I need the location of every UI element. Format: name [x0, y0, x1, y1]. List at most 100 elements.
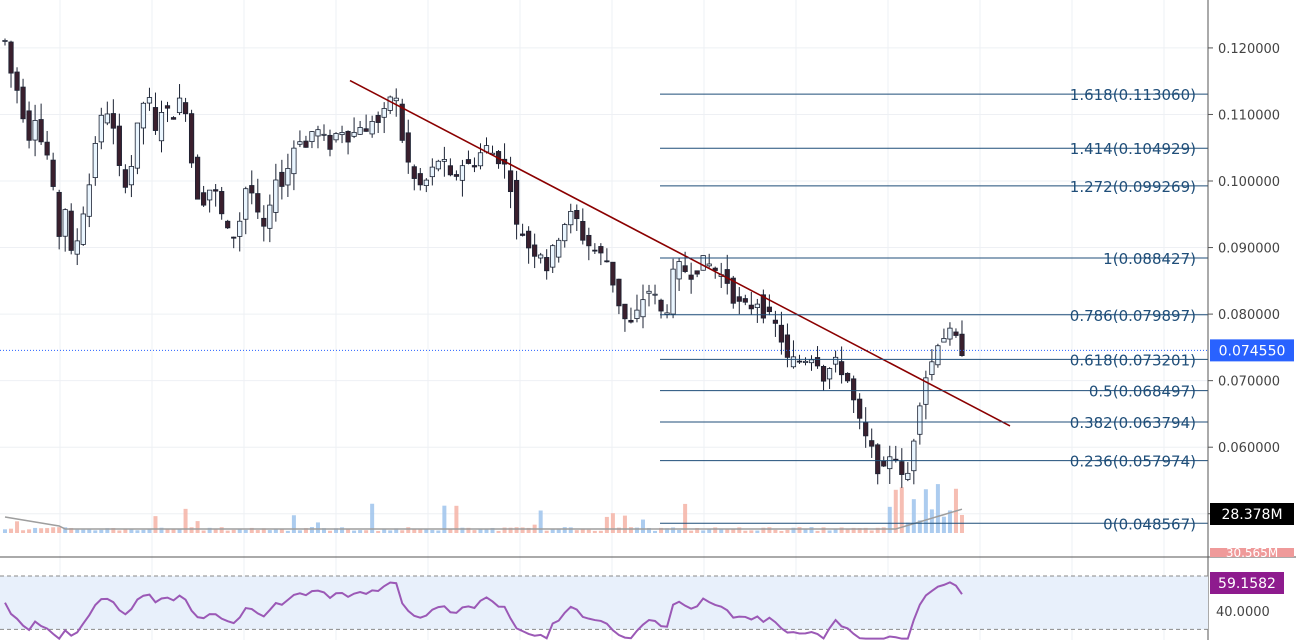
- volume-bar: [881, 527, 886, 533]
- candle-body: [453, 174, 460, 177]
- fib-label: 0(0.048567): [1103, 515, 1196, 533]
- volume-bar: [159, 527, 164, 533]
- candle-body: [447, 165, 453, 176]
- candle-body: [538, 254, 544, 259]
- volume-bar: [315, 522, 320, 533]
- volume-bar: [382, 528, 387, 533]
- candle-body: [839, 361, 845, 376]
- volume-bar: [797, 527, 802, 533]
- volume-bar: [33, 527, 38, 533]
- candle-body: [875, 444, 881, 475]
- candle-body: [423, 179, 429, 186]
- volume-bar: [647, 527, 652, 533]
- volume-bar: [959, 514, 964, 533]
- volume-bar: [863, 527, 868, 533]
- candle-body: [580, 221, 586, 241]
- volume-bar: [87, 528, 92, 533]
- volume-bar: [21, 530, 26, 533]
- candle-body: [321, 133, 327, 136]
- volume-bar: [935, 484, 940, 533]
- candle-body: [429, 166, 435, 178]
- volume-bar: [105, 528, 110, 533]
- candle-body: [459, 165, 466, 181]
- candle-body: [411, 166, 417, 179]
- candle-body: [507, 170, 514, 193]
- candle-body: [947, 327, 953, 340]
- volume-bar: [321, 528, 326, 533]
- candle-body: [664, 312, 670, 315]
- candle-body: [2, 40, 8, 42]
- candle-body: [778, 324, 785, 343]
- candle-body: [32, 120, 38, 141]
- candlesticks: [0, 38, 1208, 488]
- volume-bar: [406, 527, 411, 533]
- candle-body: [74, 240, 80, 255]
- volume-bar: [255, 530, 260, 533]
- candle-body: [381, 108, 387, 118]
- candle-body: [694, 270, 700, 275]
- volume-bar: [165, 528, 170, 533]
- candle-body: [285, 168, 291, 186]
- candle-body: [953, 331, 959, 336]
- candle-body: [68, 210, 74, 251]
- volume-bar: [123, 528, 128, 533]
- candle-body: [62, 209, 68, 237]
- volume-bar: [436, 530, 441, 533]
- axis-tick-label: 0.090000: [1218, 242, 1280, 257]
- fib-label: 0.5(0.068497): [1089, 383, 1196, 401]
- volume-bar: [550, 528, 555, 533]
- candle-body: [357, 127, 363, 135]
- volume-bar: [27, 529, 32, 533]
- fib-label: 1.272(0.099269): [1070, 178, 1196, 196]
- volume-bar: [147, 528, 152, 533]
- volume-badge: [1210, 503, 1294, 525]
- volume-bar: [875, 527, 880, 533]
- candle-body: [201, 192, 207, 206]
- candle-body: [399, 103, 405, 141]
- rsi-badge: [1210, 572, 1284, 594]
- volume-bar: [328, 530, 333, 533]
- volume-bar: [93, 530, 98, 533]
- candle-body: [646, 290, 652, 294]
- volume-bar: [478, 529, 483, 533]
- candle-body: [628, 319, 634, 323]
- candle-body: [315, 129, 321, 137]
- candle-body: [273, 179, 279, 213]
- candle-body: [279, 171, 285, 187]
- volume-bar: [767, 527, 772, 533]
- volume-bar: [665, 528, 670, 533]
- candle-body: [435, 160, 441, 170]
- volume-bar: [640, 519, 645, 533]
- candle-body: [652, 293, 658, 296]
- candle-body: [574, 210, 580, 220]
- volume-bar: [219, 527, 224, 533]
- candle-body: [634, 309, 640, 319]
- candle-body: [863, 421, 869, 437]
- volume-bar: [737, 527, 742, 533]
- volume-bar: [592, 530, 597, 533]
- candle-body: [465, 159, 472, 164]
- volume-bar: [69, 527, 74, 533]
- fib-levels: 1.618(0.113060) 1.414(0.104929) 1.272(0.09…: [660, 86, 1208, 533]
- volume-bar: [508, 527, 513, 533]
- candle-body: [80, 213, 86, 245]
- candle-body: [176, 97, 183, 114]
- volume-bar: [267, 530, 272, 533]
- volume-bar: [833, 528, 838, 533]
- volume-bar: [135, 530, 140, 533]
- volume-bar: [887, 506, 892, 533]
- volume-bar: [893, 489, 898, 533]
- volume-bar: [857, 528, 862, 533]
- candle-body: [291, 147, 297, 175]
- volume-bar: [905, 522, 910, 533]
- volume-bar: [821, 527, 826, 533]
- volume-bar: [177, 529, 182, 533]
- candle-body: [164, 105, 171, 109]
- volume-bar: [297, 530, 302, 533]
- candle-body: [249, 185, 255, 194]
- volume-bar: [520, 527, 525, 533]
- fib-label: 0.786(0.079897): [1070, 307, 1196, 325]
- candle-body: [706, 263, 712, 267]
